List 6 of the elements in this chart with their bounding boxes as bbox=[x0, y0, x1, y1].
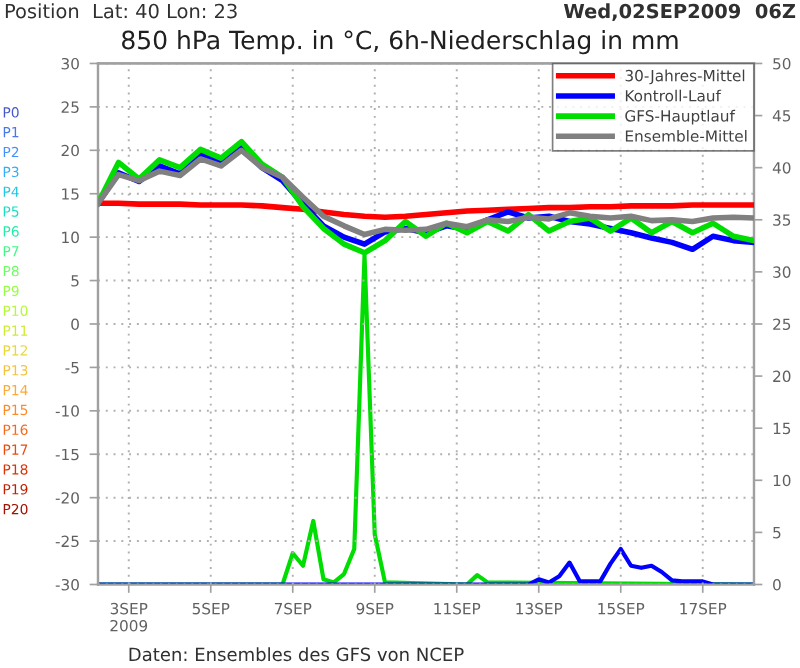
chart-title: 850 hPa Temp. in °C, 6h-Niederschlag in mm bbox=[122, 30, 678, 55]
text: Position Lat: 40 Lon: 23 bbox=[5, 3, 237, 19]
line-series bbox=[98, 200, 754, 220]
text: Daten: Ensembles des GFS von NCEP bbox=[129, 647, 464, 662]
text: Wed,02SEP2009 06Z bbox=[563, 3, 796, 21]
line-series bbox=[98, 147, 754, 238]
